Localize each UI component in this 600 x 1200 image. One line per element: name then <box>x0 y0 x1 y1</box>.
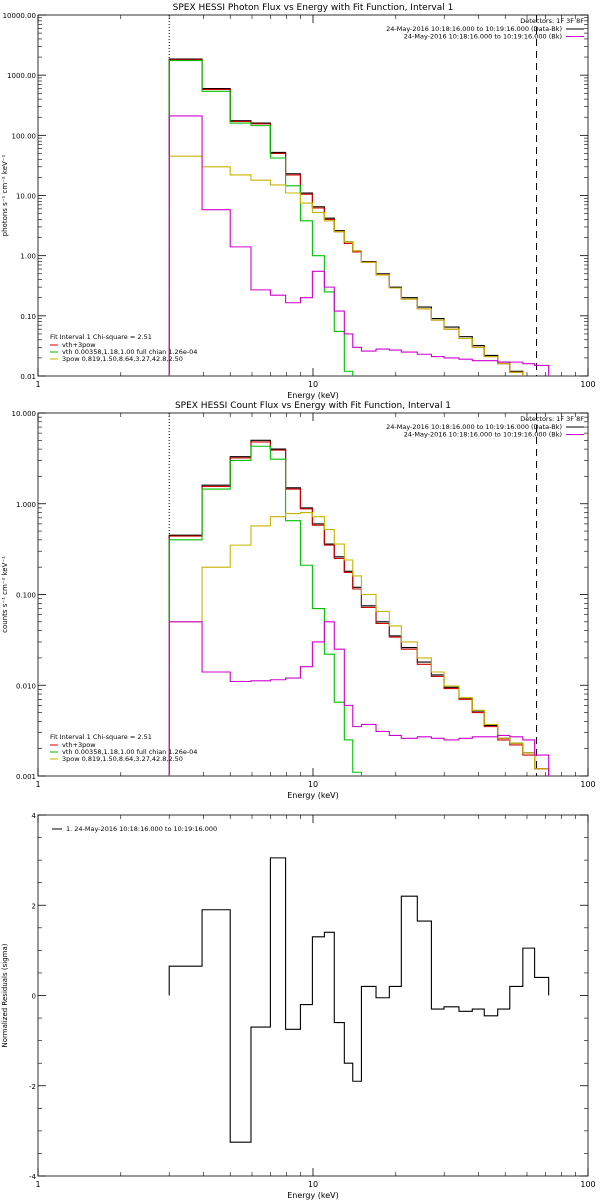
time-range-label: 24-May-2016 10:18:16.000 to 10:19:16.000… <box>404 33 562 41</box>
y-tick-label: 10.00 <box>16 193 36 201</box>
y-tick-label: 1000.00 <box>7 72 36 80</box>
series-line-data-bk <box>168 58 524 376</box>
y-tick-label: 0.100 <box>16 592 36 600</box>
series-line-bk <box>168 621 550 776</box>
series-line-vth <box>168 59 354 376</box>
y-tick-label: 4 <box>32 812 37 820</box>
fit-interval-label: Fit Interval 1 Chi-square = 2.51 <box>50 333 152 341</box>
y-axis-label: counts s⁻¹ cm⁻² keV⁻¹ <box>1 556 9 633</box>
chart-panel-3: 1 10 100 Energy (keV) -4 -2 0 2 4 Normalized Resi… <box>1 812 596 1200</box>
x-tick-label: 1 <box>35 780 40 789</box>
chart-panel-1: SPEX HESSI Photon Flux vs Energy with Fi… <box>1 3 596 400</box>
legend-entry: vth 0.00358,1.18,1.00 full chian 1.26e-0… <box>62 748 197 756</box>
detectors-label: Detectors: 1F 3F 8F <box>520 17 584 25</box>
x-tick-label: 10 <box>308 1180 318 1189</box>
time-range-label: 24-May-2016 10:18:16.000 to 10:19:16.000… <box>404 431 562 439</box>
series-line-1-24-may-2016-10-18-16-000-to-10-19-16-000 <box>168 857 550 1143</box>
series-line-vth-3pow <box>168 59 524 376</box>
x-axis-label: Energy (keV) <box>287 791 339 800</box>
legend-entry: vth 0.00358,1.18,1.00 full chian 1.26e-0… <box>62 348 197 356</box>
x-tick-label: 100 <box>580 380 595 389</box>
y-axis-label: Normalized Residuals (sigma) <box>1 943 9 1047</box>
x-tick-label: 10 <box>308 780 318 789</box>
series-group <box>168 439 550 776</box>
time-range-label: 24-May-2016 10:18:16.000 to 10:19:16.000… <box>386 423 562 431</box>
chart-panel-2: SPEX HESSI Count Flux vs Energy with Fit… <box>1 401 596 800</box>
x-tick-label: 1 <box>35 380 40 389</box>
y-tick-label: 0.01 <box>20 373 36 381</box>
legend-entry: 1. 24-May-2016 10:18:16.000 to 10:19:16.… <box>66 825 217 833</box>
legend-entry: 3pow 0.819,1.50,8.64,3.27,42.8,2.50 <box>62 755 183 763</box>
series-line-3pow <box>168 511 550 776</box>
plot-frame <box>37 412 589 777</box>
detectors-label: Detectors: 1F 3F 8F <box>520 415 584 423</box>
y-tick-label: -4 <box>29 1173 37 1181</box>
chart-title: SPEX HESSI Photon Flux vs Energy with Fi… <box>173 3 454 13</box>
x-tick-label: 10 <box>308 380 318 389</box>
plot-frame <box>37 814 589 1177</box>
x-axis-label: Energy (keV) <box>287 391 339 400</box>
y-tick-label: 0.001 <box>16 773 36 781</box>
x-tick-label: 100 <box>580 1180 595 1189</box>
y-tick-label: 100.00 <box>12 132 37 140</box>
x-axis-label: Energy (keV) <box>287 1191 339 1200</box>
series-line-vth <box>168 445 362 776</box>
time-range-label: 24-May-2016 10:18:16.000 to 10:19:16.000… <box>386 25 562 33</box>
chart-title: SPEX HESSI Count Flux vs Energy with Fit… <box>175 401 451 411</box>
y-tick-label: 0.010 <box>16 682 36 690</box>
y-tick-label: 1.000 <box>16 501 36 509</box>
legend-entry: vth+3pow <box>62 341 96 349</box>
x-tick-label: 1 <box>35 1180 40 1189</box>
legend-entry: vth+3pow <box>62 741 96 749</box>
y-tick-label: 0 <box>32 993 36 1001</box>
y-tick-label: 0.10 <box>20 313 36 321</box>
y-tick-label: 10.000 <box>12 410 37 418</box>
y-tick-label: 2 <box>32 902 36 910</box>
series-line-data-bk <box>168 439 550 776</box>
x-tick-label: 100 <box>580 780 595 789</box>
y-axis-label: photons s⁻¹ cm⁻² keV⁻¹ <box>1 154 9 236</box>
series-group <box>168 58 550 376</box>
fit-interval-label: Fit Interval 1 Chi-square = 2.51 <box>50 733 152 741</box>
series-line-3pow <box>168 155 524 376</box>
y-tick-label: 1.00 <box>20 253 36 261</box>
y-tick-label: -2 <box>29 1083 36 1091</box>
series-line-vth-3pow <box>168 441 550 776</box>
series-line-bk <box>168 115 550 376</box>
plot-frame <box>37 14 589 377</box>
y-tick-label: 10000.00 <box>3 12 36 20</box>
series-group <box>168 857 550 1143</box>
legend-entry: 3pow 0.819,1.50,8.64,3.27,42.8,2.50 <box>62 355 183 363</box>
